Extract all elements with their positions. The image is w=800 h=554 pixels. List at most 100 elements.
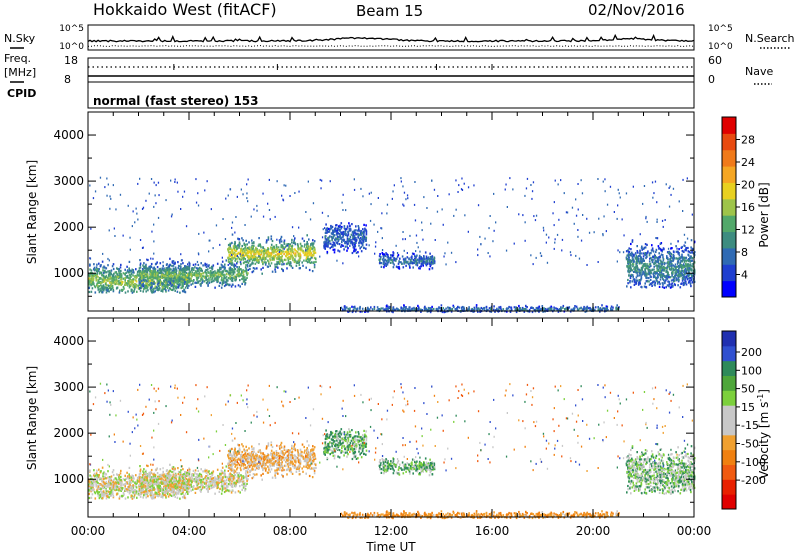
scatter-point <box>128 271 131 274</box>
scatter-point <box>679 286 682 289</box>
scatter-point <box>641 273 644 276</box>
scatter-point <box>402 308 404 311</box>
scatter-point <box>683 260 686 263</box>
scatter-point <box>265 250 268 253</box>
scatter-point <box>125 275 128 278</box>
scatter-point <box>487 252 489 254</box>
scatter-point <box>688 273 691 276</box>
scatter-point <box>303 245 306 248</box>
scatter-point <box>172 288 174 292</box>
scatter-point <box>688 254 690 257</box>
scatter-point <box>638 279 641 282</box>
scatter-point <box>335 224 338 227</box>
scatter-point <box>673 279 676 282</box>
scatter-point <box>625 192 628 195</box>
scatter-point <box>306 248 309 251</box>
scatter-point <box>280 259 283 262</box>
scatter-point <box>282 259 284 262</box>
scatter-point <box>432 307 435 311</box>
scatter-point <box>658 285 661 288</box>
scatter-point <box>105 284 108 287</box>
scatter-point <box>295 260 297 263</box>
scatter-point <box>663 269 665 272</box>
scatter-point <box>689 282 692 286</box>
scatter-point <box>223 278 225 281</box>
scatter-point <box>647 267 649 270</box>
scatter-point <box>378 262 381 265</box>
scatter-point <box>648 271 650 274</box>
scatter-point <box>214 273 217 277</box>
noise-tick-high-right: 10^5 <box>708 24 733 34</box>
scatter-point <box>282 199 285 202</box>
scatter-point <box>333 251 336 254</box>
scatter-point <box>661 248 664 251</box>
scatter-point <box>413 257 416 260</box>
scatter-point <box>177 275 180 278</box>
scatter-point <box>245 268 248 271</box>
scatter-point <box>646 252 648 255</box>
scatter-point <box>103 287 105 290</box>
scatter-point <box>267 248 270 251</box>
scatter-point <box>361 237 364 240</box>
scatter-point <box>153 266 155 269</box>
scatter-point <box>221 273 223 276</box>
scatter-point <box>319 255 321 258</box>
scatter-point <box>256 204 258 207</box>
scatter-point <box>179 267 182 271</box>
scatter-point <box>230 260 232 263</box>
scatter-point <box>386 253 388 256</box>
scatter-point <box>670 193 672 196</box>
scatter-point <box>119 193 122 196</box>
scatter-point <box>680 255 683 259</box>
scatter-point <box>116 279 118 282</box>
scatter-point <box>181 283 183 286</box>
scatter-point <box>124 277 126 280</box>
scatter-point <box>220 266 222 269</box>
scatter-point <box>269 257 271 261</box>
scatter-point <box>586 217 588 220</box>
scatter-point <box>197 263 200 266</box>
scatter-point <box>637 251 639 254</box>
scatter-point <box>116 273 119 276</box>
scatter-point <box>342 209 344 211</box>
scatter-point <box>236 260 239 263</box>
scatter-point <box>654 271 657 274</box>
scatter-point <box>357 251 359 254</box>
scatter-point <box>655 278 658 281</box>
scatter-point <box>222 281 225 285</box>
scatter-point <box>174 278 177 281</box>
scatter-point <box>246 255 249 259</box>
scatter-point <box>665 276 667 279</box>
scatter-point <box>668 253 671 256</box>
scatter-point <box>253 255 255 258</box>
scatter-point <box>298 267 301 270</box>
scatter-point <box>601 307 604 310</box>
scatter-point <box>636 250 639 253</box>
scatter-point <box>486 308 488 311</box>
scatter-point <box>625 256 627 259</box>
scatter-point <box>398 260 400 263</box>
scatter-point <box>327 239 329 242</box>
scatter-point <box>583 305 585 309</box>
scatter-point <box>286 244 289 247</box>
scatter-point <box>663 286 666 289</box>
station-title: Hokkaido West (fitACF) <box>93 0 277 19</box>
scatter-point <box>215 278 217 281</box>
scatter-point <box>655 264 657 267</box>
scatter-point <box>331 244 334 247</box>
scatter-point <box>387 259 389 262</box>
scatter-point <box>662 267 665 270</box>
scatter-point <box>531 190 534 193</box>
scatter-point <box>235 249 238 253</box>
scatter-point <box>170 281 173 284</box>
scatter-point <box>548 236 550 239</box>
scatter-point <box>645 274 647 277</box>
scatter-point <box>457 305 459 308</box>
scatter-point <box>281 267 283 271</box>
scatter-point <box>687 263 690 266</box>
scatter-point <box>138 281 141 284</box>
scatter-point <box>302 249 305 252</box>
scatter-point <box>139 177 141 180</box>
scatter-point <box>585 307 587 310</box>
scatter-point <box>118 282 121 285</box>
